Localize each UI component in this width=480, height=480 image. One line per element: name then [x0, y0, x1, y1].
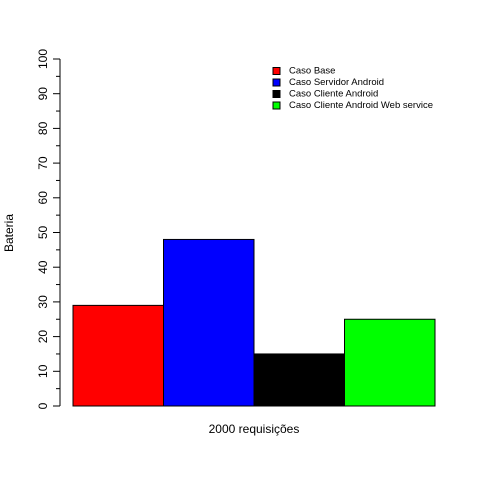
legend-swatch	[272, 101, 281, 110]
legend-item: Caso Cliente Android	[272, 89, 378, 100]
y-tick-label: 60	[36, 191, 50, 205]
bar-1	[72, 304, 164, 407]
legend-swatch	[272, 67, 281, 75]
legend-label: Caso Servidor Android	[289, 77, 384, 88]
legend-label: Caso Cliente Android	[289, 89, 378, 100]
legend-label: Caso Base	[289, 66, 335, 77]
y-tick-label: 90	[36, 87, 50, 101]
y-tick-label: 40	[36, 260, 50, 274]
bar-2	[163, 238, 255, 407]
legend-item: Caso Servidor Android	[272, 77, 384, 88]
y-tick-label: 0	[36, 402, 50, 409]
y-tick-label: 70	[36, 156, 50, 170]
bars	[72, 238, 436, 407]
x-axis-label: 2000 requisições	[209, 422, 300, 436]
bar-4	[344, 318, 436, 407]
legend-item: Caso Cliente Android Web service	[272, 100, 433, 111]
y-tick-label: 50	[36, 226, 50, 240]
y-tick-label: 100	[36, 49, 50, 69]
y-axis: 0 10 20 30 40 50 60 70 80 90 100	[36, 49, 61, 409]
bar-3	[253, 353, 345, 407]
legend-swatch	[272, 90, 281, 98]
legend-swatch	[272, 78, 281, 87]
y-axis-label: Bateria	[2, 214, 16, 252]
y-tick-label: 10	[36, 364, 50, 378]
y-tick-label: 20	[36, 330, 50, 344]
legend-item: Caso Base	[272, 66, 335, 77]
y-tick-label: 80	[36, 121, 50, 135]
y-tick-label: 30	[36, 295, 50, 309]
legend-label: Caso Cliente Android Web service	[289, 100, 433, 111]
